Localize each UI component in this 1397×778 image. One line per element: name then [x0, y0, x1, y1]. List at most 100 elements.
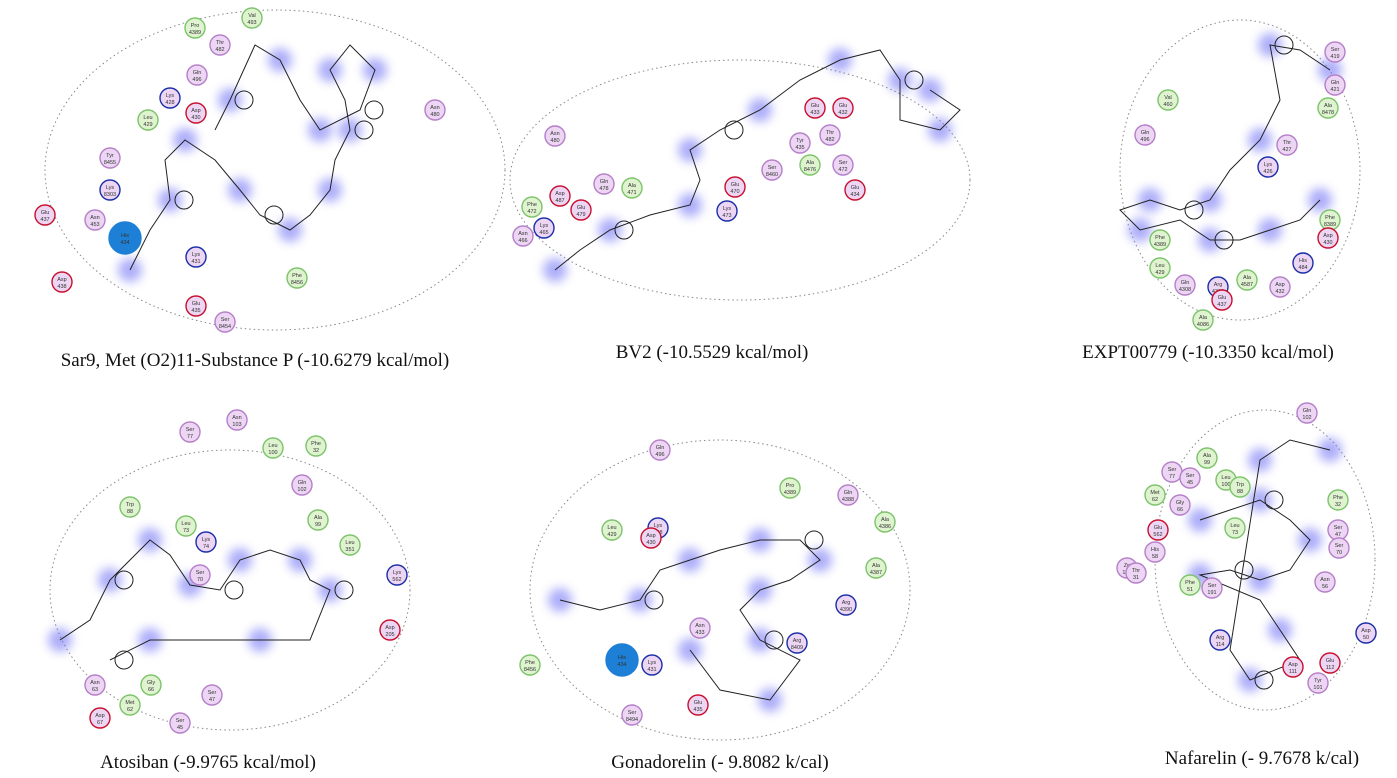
- residue-number: 66: [148, 687, 154, 693]
- residue-number: 434: [120, 240, 129, 246]
- residue-number: 478: [599, 186, 608, 192]
- residue-number: 473: [722, 213, 731, 219]
- residue-name: Thr: [1283, 140, 1291, 146]
- residue-name: Asp: [385, 625, 394, 631]
- residue-name: Glu: [1154, 525, 1163, 531]
- residue-number: 32: [1335, 502, 1341, 508]
- residue-name: Ala: [314, 515, 323, 521]
- residue-name: Asp: [57, 277, 66, 283]
- residue-number: 419: [1330, 54, 1339, 60]
- residue-number: 427: [1282, 147, 1291, 153]
- residue-name: Glu: [811, 103, 820, 109]
- caption: Nafarelin (- 9.7678 k/cal): [1165, 748, 1359, 769]
- residue-name: Leu: [1221, 475, 1230, 481]
- residue-name: Ser: [768, 165, 777, 171]
- residue-number: 4389: [1154, 242, 1166, 248]
- residue-number: 114: [1216, 642, 1225, 648]
- residue-name: Pro: [786, 483, 795, 489]
- residue-name: Gln: [600, 179, 609, 185]
- residue-name: His: [618, 655, 626, 661]
- residue-name: Ser: [196, 570, 205, 576]
- residue-name: Asp: [646, 533, 655, 539]
- residue-number: 351: [345, 547, 354, 553]
- residue-name: Ala: [881, 517, 890, 523]
- residue-number: 4086: [1197, 322, 1209, 328]
- residue-name: Ala: [1199, 315, 1208, 321]
- residue-name: His: [1151, 547, 1159, 553]
- residue-number: 31: [1133, 575, 1139, 581]
- residue-name: Phe: [1155, 235, 1165, 241]
- residue-name: Asn: [232, 415, 241, 421]
- ring: [225, 581, 243, 599]
- residue-number: 4390: [840, 607, 852, 613]
- residue-name: Asn: [90, 680, 99, 686]
- residue-name: Val: [1164, 95, 1172, 101]
- ring: [1185, 201, 1203, 219]
- residue-name: Gly: [1176, 500, 1185, 506]
- residue-name: Asp: [1288, 662, 1297, 668]
- page: Pro4389Val493Thr482Gln496Lys428Asp430Leu…: [0, 0, 1397, 778]
- residue-number: 100: [1221, 482, 1230, 488]
- residue-number: 437: [40, 217, 49, 223]
- residue-number: 428: [165, 100, 174, 106]
- residue-number: 8389: [1324, 222, 1336, 228]
- residue-name: Gly: [147, 680, 156, 686]
- ring: [805, 531, 823, 549]
- residue-name: Val: [248, 13, 256, 19]
- residue-name: Glu: [577, 205, 586, 211]
- residue-name: Met: [1150, 490, 1160, 496]
- residue-number: 433: [810, 110, 819, 116]
- residue-number: 99: [315, 522, 321, 528]
- residue-number: 51: [1187, 587, 1193, 593]
- residue-name: Glu: [839, 103, 848, 109]
- residue-name: Gln: [298, 480, 307, 486]
- residue-number: 112: [1326, 665, 1335, 671]
- residue-number: 67: [97, 720, 103, 726]
- residue-number: 465: [539, 230, 548, 236]
- caption: BV2 (-10.5529 kcal/mol): [616, 342, 809, 363]
- residue-number: 453: [90, 222, 99, 228]
- caption: Gonadorelin (- 9.8082 k/cal): [611, 752, 828, 773]
- residue-name: Arg: [1216, 635, 1225, 641]
- residue-name: Lys: [1264, 162, 1273, 168]
- residue-name: Phe: [311, 441, 321, 447]
- residue-number: 496: [655, 452, 664, 458]
- residue-number: 484: [1298, 265, 1307, 271]
- residue-number: 421: [1330, 87, 1339, 93]
- residue-number: 45: [1187, 480, 1193, 486]
- residue-name: Ser: [1208, 583, 1217, 589]
- caption: Atosiban (-9.9765 kcal/mol): [100, 752, 316, 773]
- residue-name: Arg: [793, 638, 802, 644]
- residue-name: Gln: [193, 70, 202, 76]
- residue-number: 460: [1163, 102, 1172, 108]
- residue-number: 479: [576, 212, 585, 218]
- residue-number: 431: [647, 667, 656, 673]
- residue-number: 103: [232, 422, 241, 428]
- residue-name: Asn: [90, 215, 99, 221]
- ring: [265, 206, 283, 224]
- residue-number: 438: [57, 284, 66, 290]
- residue-name: Lys: [192, 252, 201, 258]
- residue-name: Ser: [1334, 525, 1343, 531]
- residue-name: Trp: [126, 502, 134, 508]
- residue-name: Lys: [540, 223, 549, 229]
- residue-number: 4387: [870, 570, 882, 576]
- residue-name: Asn: [1320, 577, 1329, 583]
- residue-number: 480: [430, 112, 439, 118]
- residue-name: Leu: [1155, 263, 1164, 269]
- residue-number: 426: [1263, 169, 1272, 175]
- residue-name: Lys: [393, 570, 402, 576]
- residue-name: Asp: [95, 713, 104, 719]
- residue-number: 4308: [1179, 287, 1191, 293]
- ring: [725, 121, 743, 139]
- residue-number: 66: [1177, 507, 1183, 513]
- residue-number: 56: [1322, 584, 1328, 590]
- residue-name: His: [1299, 258, 1307, 264]
- residue-name: Ala: [1324, 103, 1333, 109]
- residue-name: Glu: [731, 182, 740, 188]
- residue-name: Lys: [654, 523, 663, 529]
- residue-name: Leu: [1230, 523, 1239, 529]
- residue-number: 432: [838, 110, 847, 116]
- residue-number: 562: [392, 577, 401, 583]
- residue-number: 99: [1204, 460, 1210, 466]
